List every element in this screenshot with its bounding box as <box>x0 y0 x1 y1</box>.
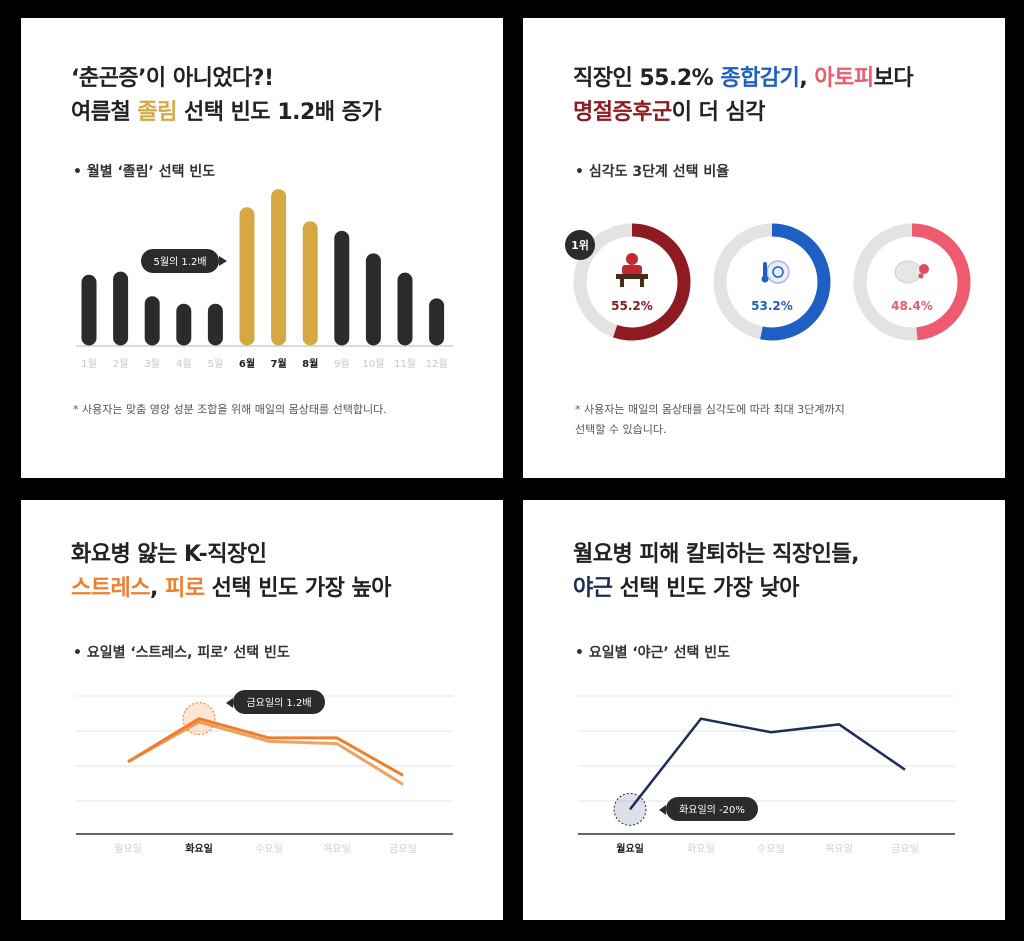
callout-text: 금요일의 1.2배 <box>246 697 311 709</box>
ring-arc <box>573 223 691 341</box>
tick-label-9: 9월 <box>334 358 350 370</box>
tick-label-4: 목요일 <box>323 843 351 855</box>
panel4-title-line2: 야근 선택 빈도 가장 낮아 <box>573 572 859 606</box>
tick-label-1: 1월 <box>81 358 97 370</box>
monthly-bar-chart: 1월 2월 3월 4월 5월 6월 7월 8월 9월 10월 11월 12월 5월의 1.2배 <box>76 189 453 370</box>
ring-value-label: 55.2% <box>611 299 653 313</box>
severity-ring-charts: 55.2% 53.2% 48.4% 1위 <box>565 223 971 341</box>
panel1-footnote: * 사용자는 맞춤 영양 성분 조합을 위해 매일의 몸상태를 선택합니다. <box>73 403 387 416</box>
tick-label-1: 월요일 <box>114 843 142 855</box>
callout-bubble <box>233 690 325 714</box>
holiday-person-icon <box>616 253 648 287</box>
panel3-title: 화요병 앓는 K-직장인 스트레스, 피로 선택 빈도 가장 높아 <box>71 538 392 606</box>
panel-stress-fatigue: 화요병 앓는 K-직장인 스트레스, 피로 선택 빈도 가장 높아 • 요일별 … <box>21 500 503 920</box>
panel2-title-mid: , <box>799 66 815 91</box>
callout-bubble <box>141 249 219 273</box>
callout-tuesday: 금요일의 1.2배 <box>226 690 325 714</box>
tick-label-4: 목요일 <box>825 843 853 855</box>
ring-value-label: 48.4% <box>891 299 933 313</box>
series-line-1 <box>629 717 906 811</box>
panel2-title-highlight-atopy: 아토피 <box>814 66 874 91</box>
tick-label-8: 8월 <box>302 358 318 370</box>
panel3-title-post: 선택 빈도 가장 높아 <box>204 576 392 601</box>
weekday-overtime-line-chart: 월요일 화요일 수요일 목요일 금요일 화요일의 -20% <box>578 695 955 855</box>
tick-label-12: 12월 <box>426 358 448 370</box>
panel1-title-highlight: 졸림 <box>137 100 177 125</box>
ring-3: 48.4% <box>853 223 971 341</box>
tick-label-3: 수요일 <box>255 843 283 855</box>
panel2-footnote-line2: 선택할 수 있습니다. <box>575 423 667 436</box>
panel1-title-post: 선택 빈도 1.2배 증가 <box>176 100 382 125</box>
tick-label-5: 금요일 <box>891 843 919 855</box>
panel2-subtitle: • 심각도 3단계 선택 비율 <box>575 164 730 180</box>
rank-badge-circle <box>565 230 595 260</box>
panel2-title-pre: 직장인 55.2% <box>573 66 721 91</box>
callout-text: 화요일의 -20% <box>679 804 745 816</box>
panel1-title: ‘춘곤증’이 아니었다?! 여름철 졸림 선택 빈도 1.2배 증가 <box>71 62 382 130</box>
panel4-subtitle: • 요일별 ‘야근’ 선택 빈도 <box>575 645 731 661</box>
grid-lines <box>578 695 955 802</box>
panel2-title-line2: 명절증후군이 더 심각 <box>573 96 913 130</box>
panel-severity: 직장인 55.2% 종합감기, 아토피보다 명절증후군이 더 심각 • 심각도 … <box>523 18 1005 478</box>
callout-pointer <box>226 698 233 708</box>
panel3-title-highlight-stress: 스트레스 <box>71 576 150 601</box>
panel-drowsiness: ‘춘곤증’이 아니었다?! 여름철 졸림 선택 빈도 1.2배 증가 • 월별 … <box>21 18 503 478</box>
panel2-title-post: 보다 <box>873 66 914 91</box>
panel2-title: 직장인 55.2% 종합감기, 아토피보다 명절증후군이 더 심각 <box>573 62 914 130</box>
panel1-subtitle: • 월별 ‘졸림’ 선택 빈도 <box>73 164 216 180</box>
panel4-title-line1: 월요병 피해 칼퇴하는 직장인들, <box>573 542 859 567</box>
cold-thermometer-icon <box>761 260 790 284</box>
rank-badge: 1위 <box>565 230 595 260</box>
tick-label-2: 2월 <box>113 358 129 370</box>
callout-monday: 화요일의 -20% <box>659 797 758 821</box>
panel1-title-pre: 여름철 <box>71 100 138 125</box>
callout-text: 5월의 1.2배 <box>153 256 206 268</box>
tick-label-5: 금요일 <box>389 843 417 855</box>
ring-2: 53.2% <box>713 223 831 341</box>
weekday-stress-line-chart: 월요일 화요일 수요일 목요일 금요일 금요일의 1.2배 <box>76 690 453 855</box>
panel3-title-line2: 스트레스, 피로 선택 빈도 가장 높아 <box>71 572 392 606</box>
series-line-1 <box>127 717 404 777</box>
tick-label-2: 화요일 <box>687 843 715 855</box>
ring-arc <box>713 223 831 341</box>
callout-may: 5월의 1.2배 <box>141 249 227 273</box>
panel2-title-highlight-holiday: 명절증후군 <box>573 100 672 125</box>
panel1-title-line2: 여름철 졸림 선택 빈도 1.2배 증가 <box>71 96 382 130</box>
callout-pointer <box>219 256 227 266</box>
ring-arc <box>853 223 971 341</box>
tick-label-4: 4월 <box>176 358 192 370</box>
panel2-title-line2-post: 이 더 심각 <box>671 100 766 125</box>
tick-label-5: 5월 <box>208 358 224 370</box>
callout-pointer <box>659 805 666 815</box>
tick-label-2: 화요일 <box>185 842 213 855</box>
highlight-marker <box>613 792 647 826</box>
tick-label-6: 6월 <box>239 358 255 370</box>
panel4-title-post: 선택 빈도 가장 낮아 <box>612 576 800 601</box>
panel2-footnote: * 사용자는 매일의 몸상태를 심각도에 따라 최대 3단계까지 선택할 수 있… <box>575 400 845 440</box>
callout-bubble <box>666 797 758 821</box>
tick-label-3: 3월 <box>144 358 160 370</box>
panel-overtime: 월요병 피해 칼퇴하는 직장인들, 야근 선택 빈도 가장 낮아 • 요일별 ‘… <box>523 500 1005 920</box>
series-line-2 <box>127 720 404 786</box>
rank-badge-text: 1위 <box>571 239 589 252</box>
panel3-title-highlight-fatigue: 피로 <box>165 576 205 601</box>
panel3-subtitle: • 요일별 ‘스트레스, 피로’ 선택 빈도 <box>73 645 290 661</box>
panel3-title-line1: 화요병 앓는 K-직장인 <box>71 542 267 567</box>
panel3-title-mid: , <box>149 576 165 601</box>
ring-value-label: 53.2% <box>751 299 793 313</box>
tick-label-11: 11월 <box>394 358 416 370</box>
tick-label-1: 월요일 <box>616 842 644 855</box>
panel4-title-highlight: 야근 <box>573 576 613 601</box>
panel1-title-line1: ‘춘곤증’이 아니었다?! <box>71 66 274 91</box>
panel2-title-line1: 직장인 55.2% 종합감기, 아토피보다 <box>573 62 914 96</box>
tick-label-7: 7월 <box>271 358 287 370</box>
tick-label-3: 수요일 <box>757 843 785 855</box>
highlight-marker <box>182 702 216 736</box>
panel2-footnote-line1: * 사용자는 매일의 몸상태를 심각도에 따라 최대 3단계까지 <box>575 403 845 416</box>
panel4-title: 월요병 피해 칼퇴하는 직장인들, 야근 선택 빈도 가장 낮아 <box>573 538 859 606</box>
panel2-title-highlight-cold: 종합감기 <box>720 66 800 91</box>
ring-1: 55.2% <box>573 223 691 341</box>
atopy-skin-icon <box>894 260 929 284</box>
tick-label-10: 10월 <box>362 358 384 370</box>
